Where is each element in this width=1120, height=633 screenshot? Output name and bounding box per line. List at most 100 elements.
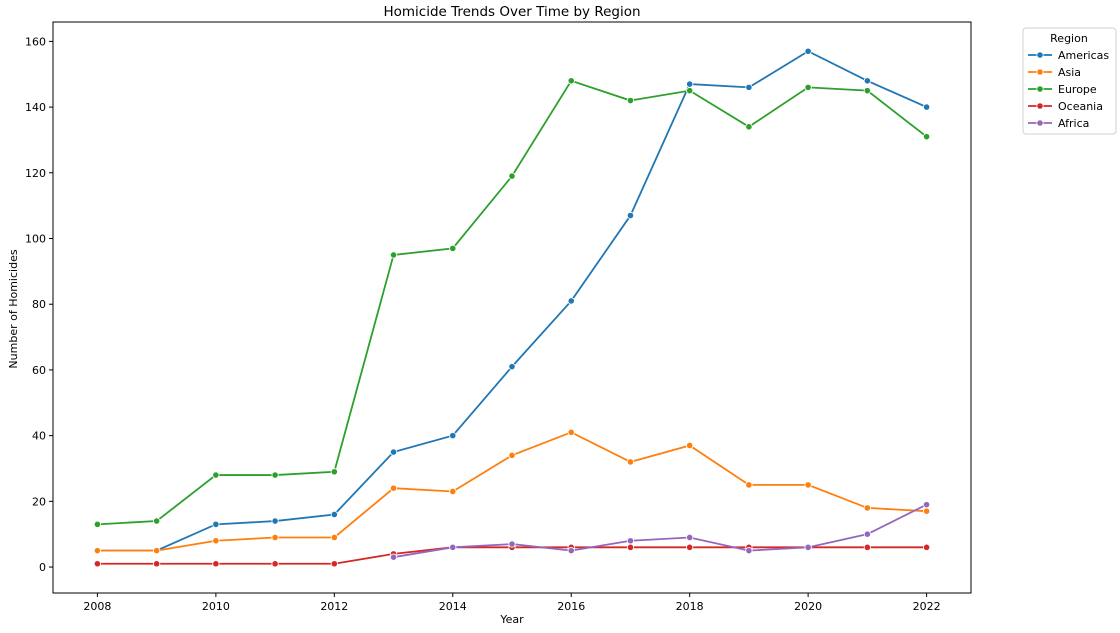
legend-swatch-marker (1036, 119, 1044, 127)
data-point-europe-2021 (863, 87, 871, 95)
data-point-europe-2018 (686, 87, 694, 95)
series-line-africa (393, 503, 927, 559)
x-tick-label: 2022 (913, 600, 941, 613)
data-point-africa-2017 (626, 537, 635, 545)
data-point-americas-2020 (804, 47, 812, 55)
y-tick-label: 100 (25, 233, 46, 246)
data-point-asia-2017 (626, 458, 635, 466)
series-americas (93, 47, 931, 555)
series-africa (389, 501, 931, 561)
data-point-oceania-2012 (330, 560, 338, 568)
data-point-africa-2021 (863, 530, 871, 538)
data-point-africa-2018 (686, 533, 694, 542)
data-point-asia-2010 (212, 537, 220, 545)
x-axis-ticks: 2008 2010 2012 2014 2016 2018 2020 2022 (83, 593, 941, 613)
legend-label: Asia (1058, 66, 1081, 79)
legend-label: Americas (1058, 49, 1109, 62)
data-point-africa-2019 (745, 547, 753, 555)
data-point-asia-2016 (567, 428, 575, 436)
data-point-africa-2014 (449, 543, 457, 551)
plot-frame (52, 21, 972, 594)
data-point-americas-2017 (626, 211, 635, 220)
data-point-asia-2022 (922, 507, 931, 515)
legend-title: Region (1050, 32, 1088, 45)
data-point-asia-2015 (508, 451, 516, 459)
data-point-europe-2013 (389, 251, 398, 259)
legend-label: Oceania (1058, 100, 1103, 113)
data-point-oceania-2008 (93, 560, 102, 568)
data-point-europe-2011 (271, 471, 279, 479)
data-point-europe-2017 (626, 96, 635, 105)
legend-swatch-marker (1036, 68, 1044, 76)
data-point-asia-2018 (686, 441, 694, 450)
data-point-africa-2020 (804, 543, 812, 551)
data-point-europe-2019 (745, 123, 753, 131)
legend-item-oceania: Oceania (1028, 100, 1103, 113)
data-point-europe-2012 (330, 468, 338, 476)
data-point-africa-2016 (567, 547, 575, 555)
legend-label: Europe (1058, 83, 1097, 96)
data-point-africa-2022 (922, 501, 931, 509)
x-axis-label: Year (499, 613, 524, 626)
legend-swatch-marker (1036, 85, 1044, 93)
data-point-oceania-2021 (863, 543, 871, 551)
legend-label: Africa (1058, 117, 1089, 130)
data-point-oceania-2009 (153, 560, 161, 568)
data-point-oceania-2018 (686, 543, 694, 551)
data-point-asia-2012 (330, 533, 338, 542)
legend-item-americas: Americas (1028, 49, 1109, 62)
data-point-oceania-2011 (271, 560, 279, 568)
x-tick-label: 2012 (320, 600, 348, 613)
y-tick-label: 60 (32, 364, 46, 377)
series-asia (93, 428, 931, 555)
x-tick-label: 2010 (202, 600, 230, 613)
legend-item-europe: Europe (1028, 83, 1097, 96)
data-point-americas-2021 (863, 77, 871, 85)
data-point-asia-2013 (389, 484, 398, 492)
series-line-asia (97, 431, 927, 552)
data-point-asia-2011 (271, 533, 279, 542)
data-point-europe-2020 (804, 83, 812, 91)
data-point-asia-2020 (804, 481, 812, 489)
legend-swatch-marker (1036, 51, 1044, 59)
data-point-americas-2016 (567, 297, 575, 305)
y-tick-label: 20 (32, 495, 46, 508)
x-tick-label: 2014 (439, 600, 467, 613)
y-axis-ticks: 0 20 40 60 80 100 120 140 160 (25, 35, 53, 574)
data-point-americas-2014 (449, 432, 457, 440)
data-point-americas-2011 (271, 517, 279, 525)
data-point-europe-2016 (567, 77, 575, 85)
data-point-americas-2019 (745, 83, 753, 91)
data-point-asia-2008 (93, 547, 102, 555)
series-europe (93, 77, 931, 528)
data-point-europe-2008 (93, 520, 102, 528)
data-point-africa-2015 (508, 540, 516, 548)
data-point-oceania-2022 (922, 543, 931, 551)
legend: Region Americas Asia Europe Oceania Africa (1022, 27, 1117, 135)
data-point-americas-2018 (686, 80, 694, 88)
series-layer (93, 47, 931, 568)
legend-swatch-marker (1036, 102, 1044, 110)
data-point-americas-2013 (389, 448, 398, 456)
data-point-americas-2012 (330, 510, 338, 519)
y-tick-label: 0 (39, 561, 46, 574)
y-tick-label: 140 (25, 101, 46, 114)
y-tick-label: 120 (25, 167, 46, 180)
data-point-americas-2022 (922, 103, 931, 111)
legend-item-africa: Africa (1028, 117, 1089, 130)
y-tick-label: 160 (25, 35, 46, 48)
data-point-europe-2022 (922, 133, 931, 141)
data-point-europe-2009 (153, 517, 161, 525)
data-point-oceania-2017 (626, 543, 635, 551)
x-tick-label: 2008 (83, 600, 111, 613)
data-point-africa-2013 (389, 553, 398, 561)
data-point-europe-2015 (508, 172, 516, 180)
y-tick-label: 40 (32, 430, 46, 443)
legend-items: Americas Asia Europe Oceania Africa (1028, 49, 1109, 130)
data-point-asia-2021 (863, 504, 871, 512)
chart-title: Homicide Trends Over Time by Region (383, 4, 640, 20)
data-point-asia-2014 (449, 487, 457, 496)
data-point-americas-2010 (212, 520, 220, 528)
x-tick-label: 2020 (794, 600, 822, 613)
data-point-europe-2014 (449, 244, 457, 252)
